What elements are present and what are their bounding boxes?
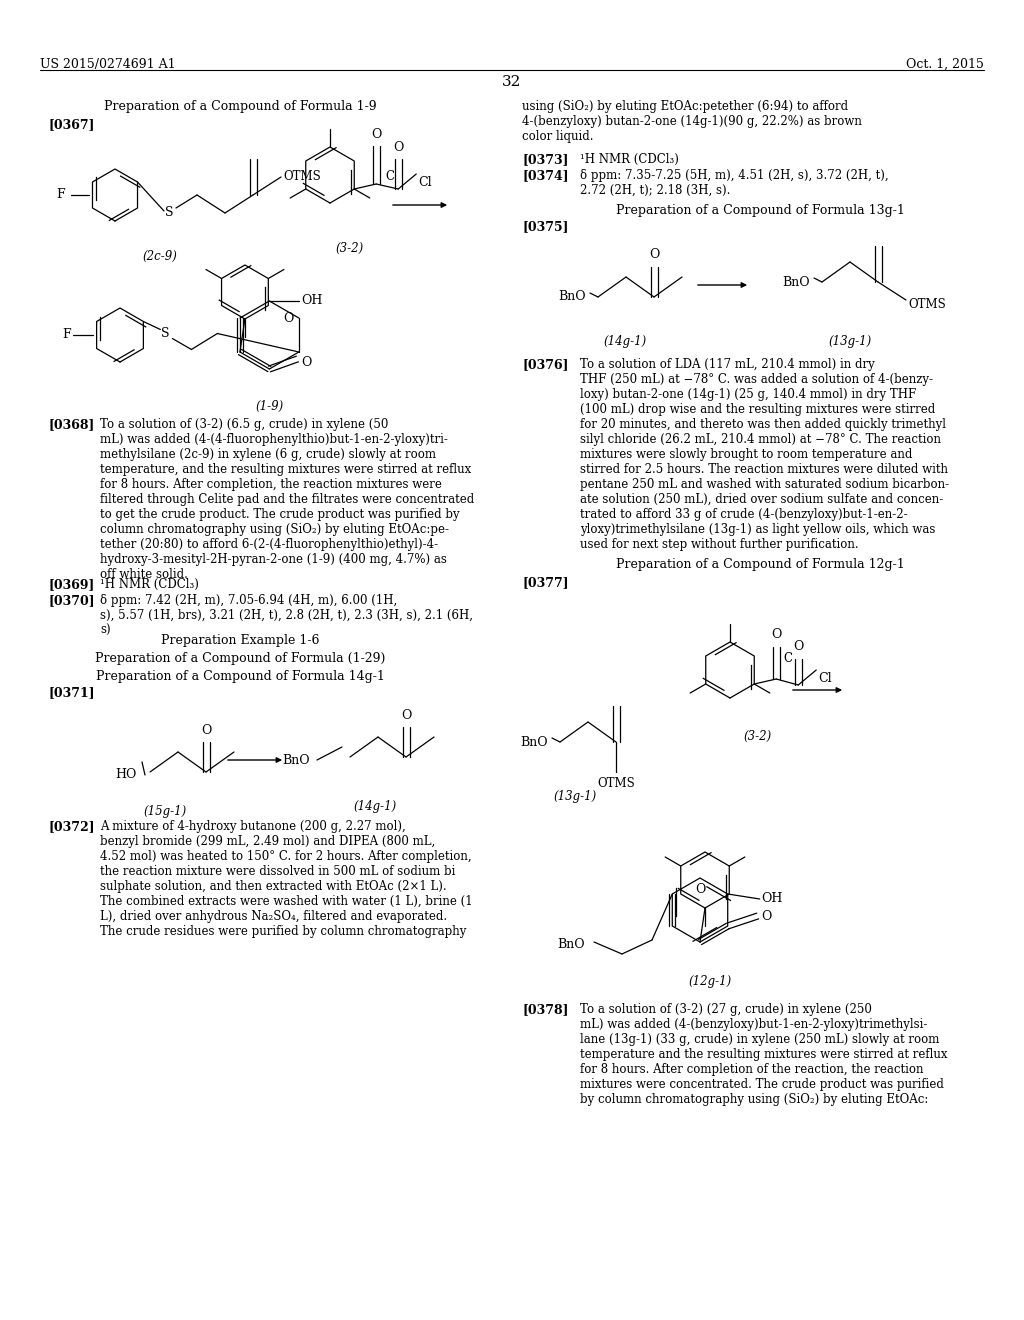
- Text: O: O: [771, 628, 781, 642]
- Text: OH: OH: [762, 892, 783, 906]
- Text: using (SiO₂) by eluting EtOAc:petether (6:94) to afford
4-(benzyloxy) butan-2-on: using (SiO₂) by eluting EtOAc:petether (…: [522, 100, 862, 143]
- Text: OH: OH: [301, 294, 323, 308]
- Text: S: S: [161, 327, 170, 341]
- Text: [0378]: [0378]: [522, 1003, 568, 1016]
- Text: To a solution of LDA (117 mL, 210.4 mmol) in dry
THF (250 mL) at −78° C. was add: To a solution of LDA (117 mL, 210.4 mmol…: [580, 358, 949, 550]
- Text: Preparation of a Compound of Formula 1-9: Preparation of a Compound of Formula 1-9: [103, 100, 376, 114]
- Text: (13g-1): (13g-1): [553, 789, 597, 803]
- Text: OTMS: OTMS: [908, 298, 946, 312]
- Text: Preparation Example 1-6: Preparation Example 1-6: [161, 634, 319, 647]
- Text: BnO: BnO: [520, 735, 548, 748]
- Text: US 2015/0274691 A1: US 2015/0274691 A1: [40, 58, 176, 71]
- Text: [0374]: [0374]: [522, 169, 568, 182]
- Text: ¹H NMR (CDCl₃): ¹H NMR (CDCl₃): [100, 578, 199, 591]
- Text: Oct. 1, 2015: Oct. 1, 2015: [906, 58, 984, 71]
- Text: [0377]: [0377]: [522, 576, 568, 589]
- Text: 32: 32: [503, 75, 521, 88]
- Text: O: O: [762, 909, 772, 923]
- Text: (15g-1): (15g-1): [143, 805, 186, 818]
- Text: (3-2): (3-2): [336, 242, 365, 255]
- Text: (2c-9): (2c-9): [142, 249, 177, 263]
- Text: BnO: BnO: [283, 754, 310, 767]
- Text: O: O: [649, 248, 659, 261]
- Text: Preparation of a Compound of Formula 12g-1: Preparation of a Compound of Formula 12g…: [615, 558, 904, 572]
- Text: OTMS: OTMS: [597, 777, 635, 789]
- Text: F: F: [56, 189, 65, 202]
- Text: BnO: BnO: [782, 276, 810, 289]
- Text: To a solution of (3-2) (27 g, crude) in xylene (250
mL) was added (4-(benzyloxy): To a solution of (3-2) (27 g, crude) in …: [580, 1003, 947, 1106]
- Text: (14g-1): (14g-1): [603, 335, 646, 348]
- Text: O: O: [695, 883, 706, 896]
- Text: Cl: Cl: [418, 176, 432, 189]
- Text: O: O: [793, 640, 804, 653]
- Text: (14g-1): (14g-1): [353, 800, 396, 813]
- Text: [0375]: [0375]: [522, 220, 568, 234]
- Text: O: O: [201, 723, 211, 737]
- Text: [0371]: [0371]: [48, 686, 94, 700]
- Text: [0368]: [0368]: [48, 418, 94, 432]
- Text: A mixture of 4-hydroxy butanone (200 g, 2.27 mol),
benzyl bromide (299 mL, 2.49 : A mixture of 4-hydroxy butanone (200 g, …: [100, 820, 473, 939]
- Text: BnO: BnO: [557, 939, 585, 952]
- Text: (13g-1): (13g-1): [828, 335, 871, 348]
- Text: BnO: BnO: [558, 290, 586, 304]
- Text: δ ppm: 7.42 (2H, m), 7.05-6.94 (4H, m), 6.00 (1H,
s), 5.57 (1H, brs), 3.21 (2H, : δ ppm: 7.42 (2H, m), 7.05-6.94 (4H, m), …: [100, 594, 473, 638]
- Text: [0372]: [0372]: [48, 820, 94, 833]
- Text: S: S: [165, 206, 173, 219]
- Text: [0370]: [0370]: [48, 594, 94, 607]
- Text: HO: HO: [115, 768, 136, 781]
- Text: ¹H NMR (CDCl₃): ¹H NMR (CDCl₃): [580, 153, 679, 166]
- Text: (12g-1): (12g-1): [688, 975, 731, 987]
- Text: [0367]: [0367]: [48, 117, 94, 131]
- Text: F: F: [62, 329, 71, 342]
- Text: [0369]: [0369]: [48, 578, 94, 591]
- Text: C: C: [386, 169, 394, 182]
- Text: δ ppm: 7.35-7.25 (5H, m), 4.51 (2H, s), 3.72 (2H, t),
2.72 (2H, t); 2.18 (3H, s): δ ppm: 7.35-7.25 (5H, m), 4.51 (2H, s), …: [580, 169, 889, 197]
- Text: [0376]: [0376]: [522, 358, 568, 371]
- Text: O: O: [301, 356, 311, 370]
- Text: (3-2): (3-2): [743, 730, 772, 743]
- Text: O: O: [400, 709, 412, 722]
- Text: (1-9): (1-9): [256, 400, 284, 413]
- Text: Preparation of a Compound of Formula (1-29): Preparation of a Compound of Formula (1-…: [95, 652, 385, 665]
- Text: O: O: [371, 128, 381, 141]
- Text: [0373]: [0373]: [522, 153, 568, 166]
- Text: C: C: [783, 652, 793, 665]
- Text: O: O: [284, 312, 294, 325]
- Text: O: O: [393, 141, 403, 154]
- Text: OTMS: OTMS: [283, 170, 321, 183]
- Text: Preparation of a Compound of Formula 14g-1: Preparation of a Compound of Formula 14g…: [95, 671, 384, 682]
- Text: Cl: Cl: [818, 672, 831, 685]
- Text: To a solution of (3-2) (6.5 g, crude) in xylene (50
mL) was added (4-(4-fluoroph: To a solution of (3-2) (6.5 g, crude) in…: [100, 418, 474, 581]
- Text: Preparation of a Compound of Formula 13g-1: Preparation of a Compound of Formula 13g…: [615, 205, 904, 216]
